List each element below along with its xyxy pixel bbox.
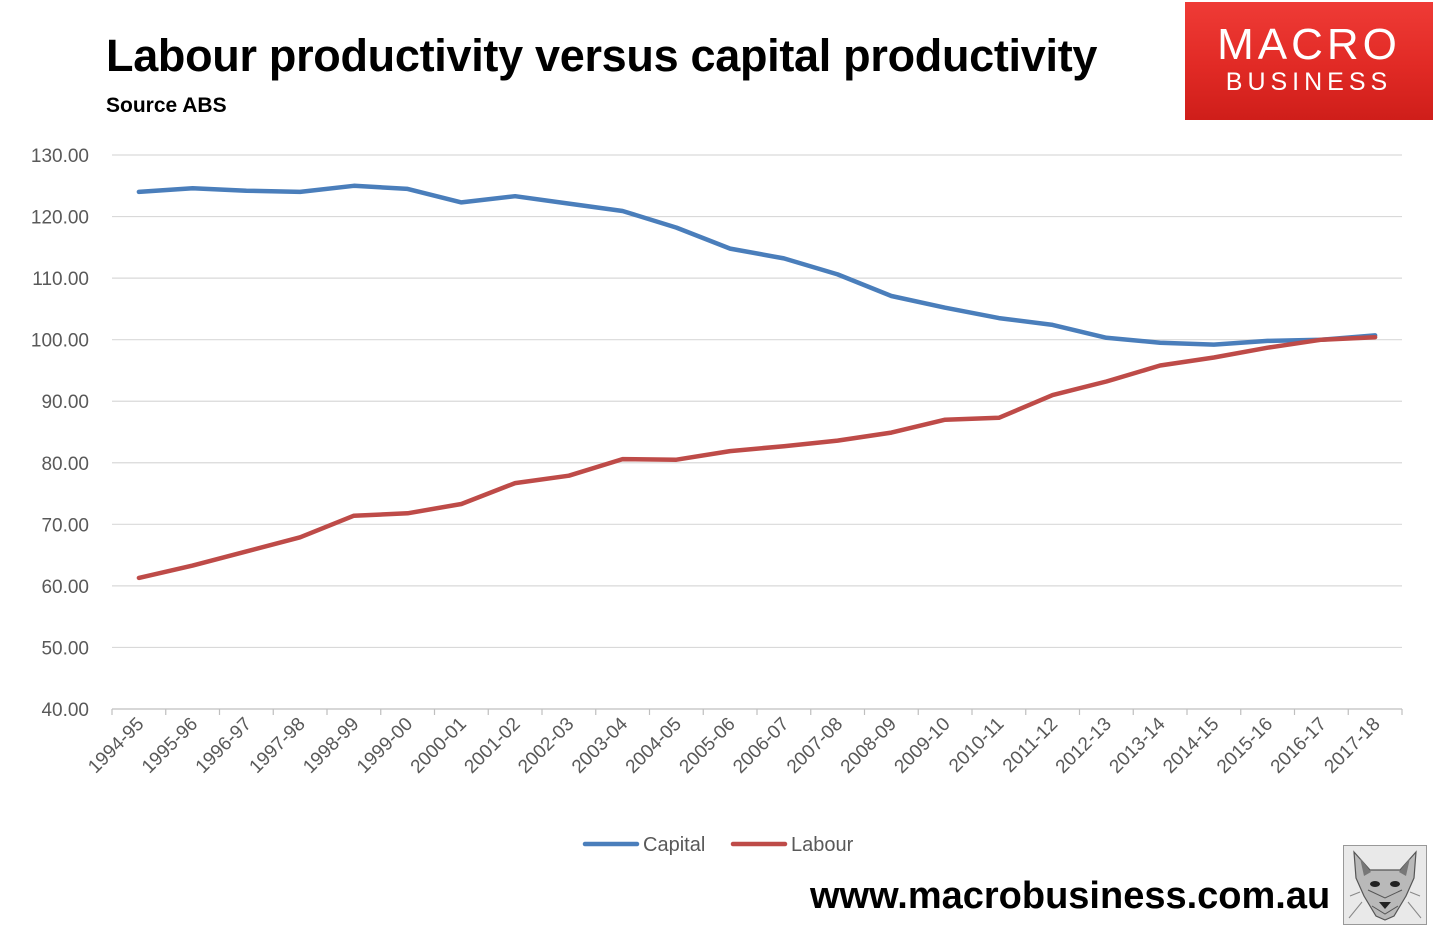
x-tick-label: 2009-10	[891, 714, 955, 778]
x-tick-label: 2010-11	[945, 714, 1008, 777]
x-tick-label: 2001-02	[461, 714, 525, 778]
x-axis-ticks: 1994-951995-961996-971997-981998-991999-…	[84, 713, 1384, 777]
x-tick-label: 2002-03	[514, 714, 578, 778]
wolf-icon	[1344, 846, 1426, 924]
wolf-mascot-image	[1343, 845, 1427, 925]
x-tick-label: 2003-04	[568, 713, 632, 777]
x-tick-label: 2013-14	[1106, 713, 1170, 777]
y-tick-label: 120.00	[31, 208, 89, 229]
legend: Capital Labour	[585, 834, 854, 856]
website-url: www.macrobusiness.com.au	[810, 875, 1330, 918]
x-tick-label: 2005-06	[676, 714, 740, 778]
y-tick-label: 60.00	[41, 577, 89, 598]
y-axis-ticks: 40.00 50.00 60.00 70.00 80.00 90.00 100.00 110.…	[31, 146, 89, 721]
x-tick-label: 2004-05	[622, 714, 686, 778]
y-tick-label: 110.00	[32, 269, 89, 290]
x-tick-label: 2012-13	[1052, 714, 1116, 778]
x-tick-label: 2014-15	[1159, 714, 1223, 778]
y-tick-label: 90.00	[41, 392, 89, 413]
x-tick-label: 2015-16	[1213, 714, 1277, 778]
x-tick-label: 1996-97	[192, 714, 256, 778]
y-tick-label: 50.00	[41, 638, 89, 659]
x-tick-label: 2007-08	[783, 714, 847, 778]
y-tick-label: 100.00	[31, 331, 89, 352]
x-tick-label: 1994-95	[84, 714, 148, 778]
gridlines	[112, 155, 1402, 647]
x-tick-label: 1998-99	[299, 714, 363, 778]
series-line-capital	[139, 186, 1375, 345]
y-tick-label: 80.00	[41, 454, 89, 475]
x-tick-label: 2008-09	[837, 714, 901, 778]
y-tick-label: 40.00	[41, 700, 89, 721]
x-tick-label: 1995-96	[138, 714, 202, 778]
x-tick-label: 1999-00	[353, 714, 417, 778]
x-tick-label: 2017-18	[1321, 714, 1385, 778]
x-tick-label: 2006-07	[729, 714, 793, 778]
legend-label-capital: Capital	[643, 834, 705, 856]
y-tick-label: 130.00	[31, 146, 89, 167]
x-tick-label: 2000-01	[407, 714, 471, 778]
x-tick-label: 2016-17	[1267, 714, 1331, 778]
series-line-labour	[139, 337, 1375, 578]
series-lines	[139, 186, 1375, 578]
y-tick-label: 70.00	[41, 515, 89, 536]
x-tick-label: 2011-12	[999, 714, 1062, 777]
x-tick-label: 1997-98	[246, 714, 310, 778]
legend-label-labour: Labour	[791, 834, 854, 856]
